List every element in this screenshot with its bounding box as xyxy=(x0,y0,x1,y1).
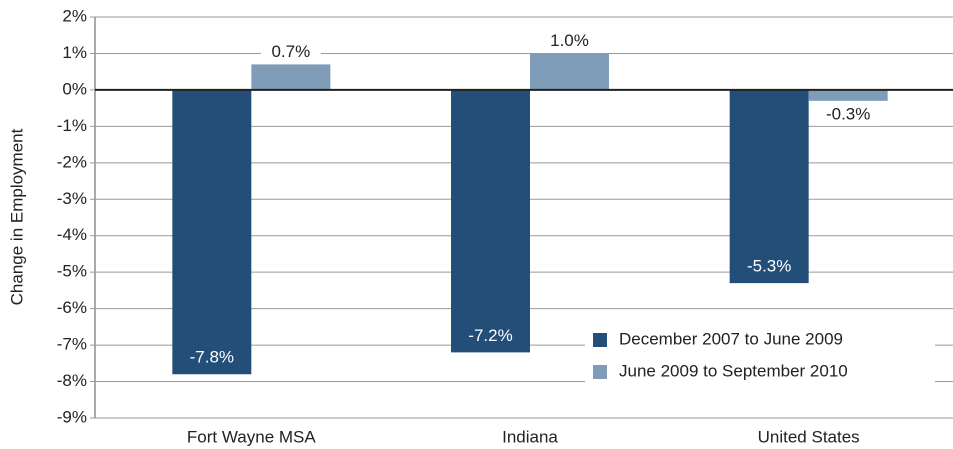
data-label: -7.8% xyxy=(190,348,234,367)
bar xyxy=(251,64,331,90)
data-label: -0.3% xyxy=(826,104,870,123)
y-tick-label: 1% xyxy=(62,43,87,62)
data-label-bg xyxy=(539,30,600,53)
y-tick-label: -6% xyxy=(57,298,87,317)
y-tick-label: -9% xyxy=(57,407,87,426)
y-tick-label: 2% xyxy=(62,6,87,25)
y-tick-label: -8% xyxy=(57,371,87,390)
y-tick-label: -1% xyxy=(57,116,87,135)
bar xyxy=(808,89,888,101)
bar xyxy=(172,89,252,375)
y-tick-label: -2% xyxy=(57,152,87,171)
data-label: 1.0% xyxy=(550,31,589,50)
bar xyxy=(451,89,530,353)
y-tick-label: -3% xyxy=(57,189,87,208)
bar xyxy=(729,89,809,284)
y-tick-label: -4% xyxy=(57,225,87,244)
legend-box xyxy=(585,322,935,398)
x-tick-label: Indiana xyxy=(502,427,558,446)
legend-swatch xyxy=(593,333,607,347)
x-tick-label: United States xyxy=(758,427,860,446)
legend-label: June 2009 to September 2010 xyxy=(619,361,848,380)
data-label-bg xyxy=(260,41,321,64)
bar xyxy=(530,53,609,90)
data-label-bg xyxy=(818,103,879,126)
legend-swatch xyxy=(593,365,607,379)
x-tick-label: Fort Wayne MSA xyxy=(187,427,316,446)
legend-label: December 2007 to June 2009 xyxy=(619,329,843,348)
y-tick-label: 0% xyxy=(62,79,87,98)
data-label: -5.3% xyxy=(747,257,791,276)
y-tick-label: -7% xyxy=(57,335,87,354)
y-axis-label: Change in Employment xyxy=(7,128,26,305)
data-label: 0.7% xyxy=(271,42,310,61)
y-tick-label: -5% xyxy=(57,262,87,281)
data-label: -7.2% xyxy=(468,326,512,345)
